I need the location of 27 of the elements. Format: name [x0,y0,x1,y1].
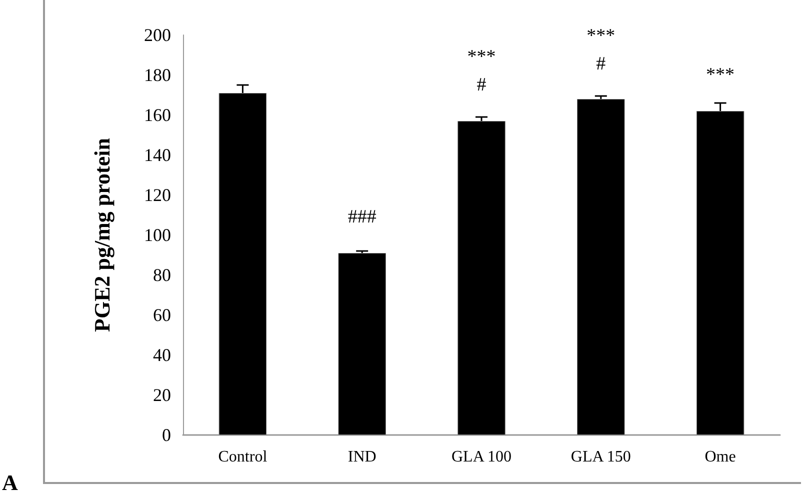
y-tick-label: 160 [144,105,171,125]
y-axis-title: PGE2 pg/mg protein [90,138,114,332]
bar [458,121,506,435]
x-tick-label: Control [218,448,268,466]
x-tick-label: Ome [704,448,736,466]
x-tick-label: GLA 100 [452,448,512,466]
annotation: # [476,74,487,96]
x-tick-label: IND [348,448,376,466]
annotation: *** [586,26,616,46]
annotation: ### [348,206,377,228]
y-tick-label: 80 [153,265,171,285]
bar [577,99,625,435]
annotation: # [596,54,606,74]
y-tick-label: 200 [144,25,171,45]
y-tick-label: 20 [153,385,171,405]
y-tick-label: 60 [153,305,171,325]
y-tick-label: 40 [153,345,171,365]
y-tick-label: 100 [144,225,171,245]
y-tick-label: 0 [162,425,171,445]
x-tick-label: GLA 150 [570,448,631,466]
annotation: *** [706,64,735,86]
bar [338,253,386,435]
y-tick-label: 180 [144,65,171,85]
y-tick-label: 120 [144,185,171,205]
y-tick-label: 140 [144,145,171,165]
annotation: *** [467,46,496,68]
text: A [2,470,18,496]
